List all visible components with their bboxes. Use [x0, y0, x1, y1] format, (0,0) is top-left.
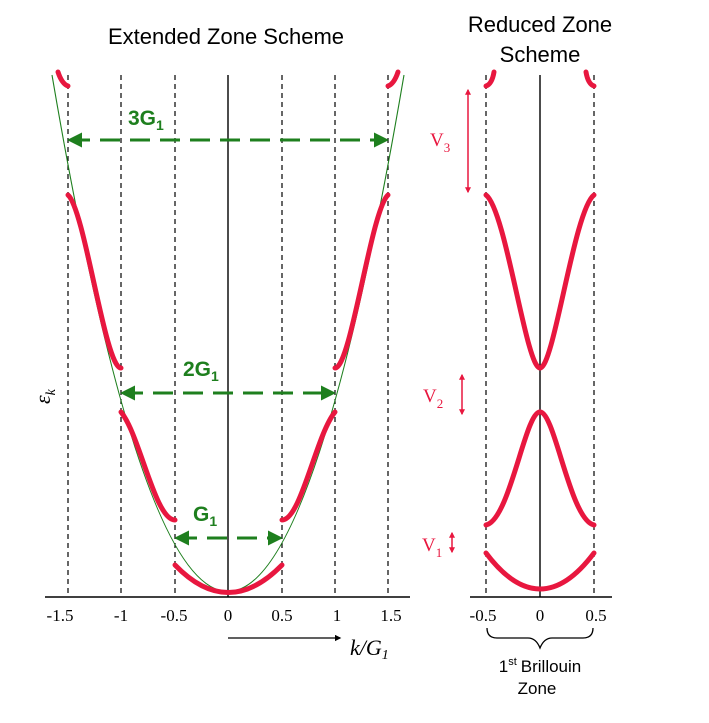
label-g1: G1 [193, 503, 217, 529]
band-2-right [279, 409, 338, 523]
band-1 [172, 562, 285, 595]
left-title: Extended Zone Scheme [108, 24, 344, 49]
label-2g1: 2G1 [183, 358, 219, 384]
tick-m1.5: -1.5 [47, 606, 74, 625]
x-axis-label: k/G1 [350, 635, 389, 663]
tick-m1: -1 [114, 606, 128, 625]
right-title-line1: Reduced Zone [468, 12, 612, 37]
tick-m0.5: -0.5 [161, 606, 188, 625]
rtick-m0.5: -0.5 [470, 606, 497, 625]
band-3-left [65, 192, 124, 371]
band-4-right [385, 69, 401, 89]
reduced-band-4-right [583, 69, 597, 89]
tick-1: 1 [333, 606, 342, 625]
label-3g1: 3G1 [128, 107, 164, 133]
tick-1.5: 1.5 [380, 606, 401, 625]
y-axis-label: εk [30, 388, 59, 404]
reduced-band-4-left [483, 69, 497, 89]
tick-0: 0 [224, 606, 233, 625]
gap-arrows [449, 88, 471, 554]
band-2-left [118, 409, 178, 523]
label-v2: V2 [423, 386, 443, 411]
reduced-band-3 [483, 192, 597, 371]
band-3-right [332, 192, 391, 371]
g-arrows [67, 132, 389, 546]
rtick-0.5: 0.5 [585, 606, 606, 625]
label-v1: V1 [422, 535, 442, 560]
tick-0.5: 0.5 [271, 606, 292, 625]
label-v3: V3 [430, 130, 450, 155]
brillouin-line2: Zone [518, 679, 557, 698]
brillouin-line1: 1st Brillouin [499, 656, 582, 676]
right-zone-lines [485, 75, 595, 597]
right-x-ticks: -0.5 0 0.5 [470, 606, 607, 625]
band-4-left [55, 69, 71, 89]
reduced-band-2 [483, 409, 597, 528]
left-x-ticks: -1.5 -1 -0.5 0 0.5 1 1.5 [47, 606, 402, 625]
reduced-bands [483, 69, 597, 592]
rtick-0: 0 [536, 606, 545, 625]
reduced-band-1 [483, 550, 597, 592]
left-zone-lines [67, 75, 389, 597]
extended-bands [55, 69, 401, 595]
brillouin-brace [486, 627, 594, 650]
right-title-line2: Scheme [500, 42, 581, 67]
